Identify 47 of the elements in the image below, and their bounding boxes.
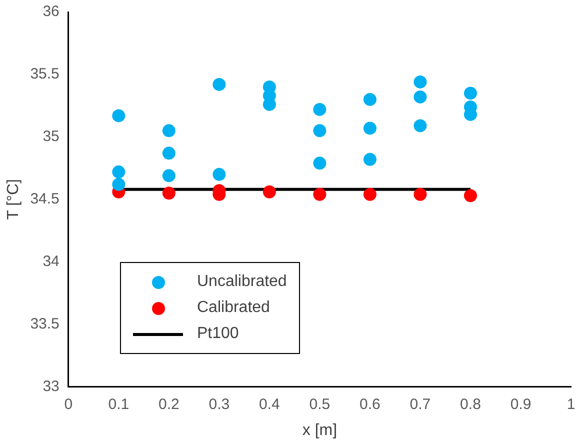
point bbox=[212, 78, 226, 91]
y-tick-label: 33 bbox=[42, 378, 60, 395]
point bbox=[162, 186, 176, 200]
point bbox=[162, 169, 176, 182]
point bbox=[414, 90, 427, 104]
point bbox=[112, 109, 126, 122]
y-tick-label: 34 bbox=[42, 253, 60, 270]
point bbox=[464, 86, 477, 100]
point bbox=[464, 189, 477, 202]
point bbox=[363, 188, 376, 201]
point bbox=[363, 152, 376, 166]
point bbox=[363, 92, 376, 106]
point bbox=[162, 146, 176, 160]
point bbox=[363, 122, 376, 135]
x-tick-label: 0.3 bbox=[208, 396, 230, 413]
y-axis-title: T [°C] bbox=[5, 179, 22, 220]
x-tick-label: 0.8 bbox=[460, 396, 481, 413]
x-tick-label: 0.5 bbox=[309, 396, 330, 413]
x-tick-label: 0.7 bbox=[410, 396, 431, 413]
point bbox=[313, 156, 326, 170]
legend-label: Calibrated bbox=[197, 299, 270, 317]
point bbox=[414, 119, 427, 132]
x-tick-label: 0.6 bbox=[360, 396, 380, 413]
x-tick-label: 0.1 bbox=[108, 396, 130, 413]
point bbox=[414, 75, 427, 88]
point bbox=[313, 188, 326, 201]
point bbox=[162, 124, 176, 138]
y-tick-label: 35 bbox=[42, 128, 60, 146]
y-tick-label: 33.5 bbox=[30, 315, 60, 332]
point bbox=[313, 124, 326, 138]
point bbox=[414, 188, 427, 201]
y-tick-label: 34.5 bbox=[30, 190, 60, 208]
point bbox=[212, 168, 226, 181]
y-tick-label: 36 bbox=[42, 3, 60, 20]
x-tick-label: 0.4 bbox=[259, 396, 280, 413]
legend-label: Uncalibrated bbox=[197, 273, 287, 291]
x-tick-label: 0.2 bbox=[158, 396, 180, 413]
x-tick-label: 1 bbox=[566, 396, 576, 413]
point bbox=[262, 185, 276, 198]
x-tick-label: 0 bbox=[64, 396, 73, 413]
x-axis-title: x [m] bbox=[302, 422, 338, 439]
point bbox=[112, 178, 126, 191]
legend-label: Pt100 bbox=[197, 325, 239, 343]
point bbox=[313, 102, 326, 116]
point bbox=[112, 165, 126, 178]
x-tick-label: 0.9 bbox=[510, 396, 532, 413]
y-tick-label: 35.5 bbox=[30, 66, 60, 83]
